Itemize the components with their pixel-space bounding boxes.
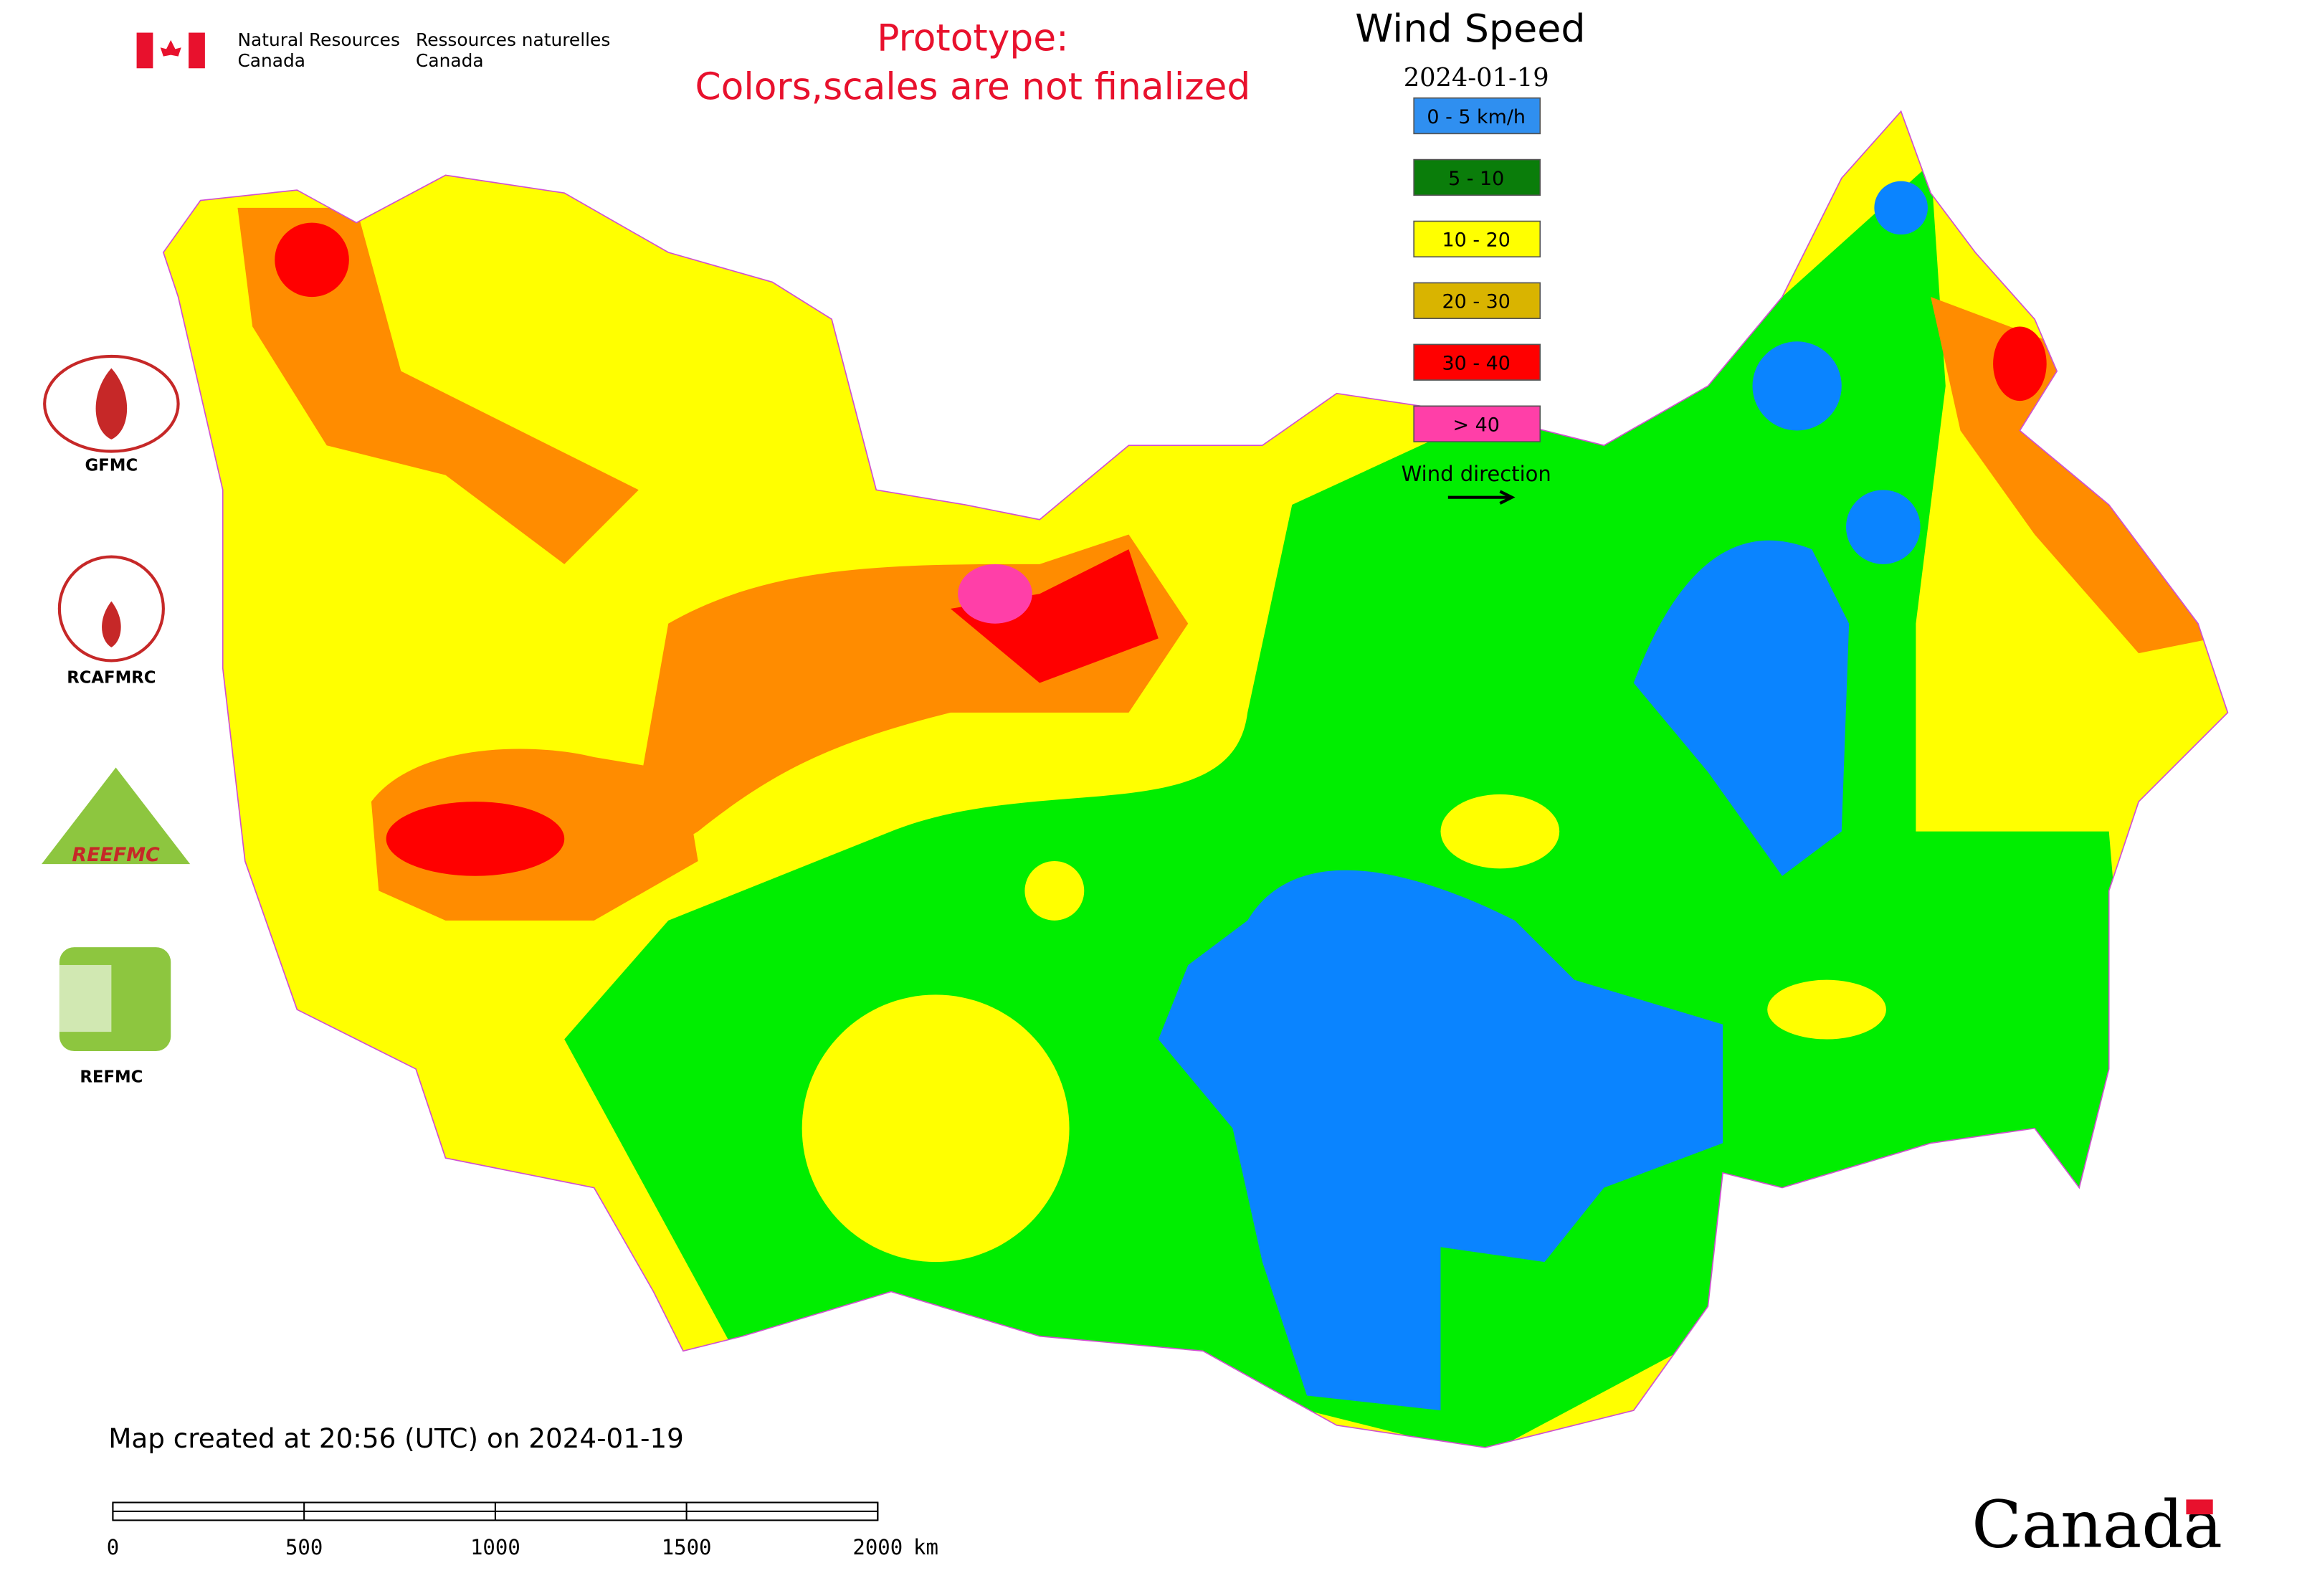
map-region <box>1752 341 1842 431</box>
map-region <box>237 207 639 564</box>
rcafmrc-flame <box>102 601 121 647</box>
legend-label: 0 - 5 km/h <box>1427 106 1526 128</box>
canada-flag <box>136 32 205 69</box>
legend-swatch <box>1413 405 1541 442</box>
map-region <box>386 802 565 876</box>
map-region <box>802 994 1070 1263</box>
notice: Prototype: <box>877 16 1068 60</box>
logo-label: REFMC <box>80 1068 143 1087</box>
scale-label: 0 <box>107 1535 119 1559</box>
legend-swatch <box>1413 220 1541 258</box>
map-region <box>1846 490 1921 564</box>
map-region <box>1633 540 1850 876</box>
legend-swatch <box>1413 158 1541 196</box>
created-note: Map created at 20:56 (UTC) on 2024-01-19 <box>108 1422 684 1454</box>
notice: Colors,scales are not finalized <box>695 66 1251 109</box>
boundary <box>162 110 2229 1448</box>
gfmc-flame <box>95 368 128 440</box>
scale-label: 1000 <box>470 1535 520 1559</box>
legend-label: 30 - 40 <box>1442 353 1511 375</box>
legend-swatch <box>1413 97 1541 135</box>
map-region <box>1993 326 2047 402</box>
department-fr: Ressources naturelles <box>416 29 610 50</box>
wind-direction-label: Wind direction <box>1402 462 1551 486</box>
legend: 0 - 5 km/h 5 - 10 10 - 20 20 - 30 30 - 40 > 4… <box>1413 97 1541 442</box>
map-region <box>160 39 181 57</box>
map-region <box>1024 861 1085 921</box>
wind-map <box>163 111 2228 1448</box>
department-en: Canada <box>237 50 305 71</box>
logo-label: REEFMC <box>72 844 160 866</box>
gfmc-logo <box>43 354 180 453</box>
map-date: 2024-01-19 <box>1404 63 1549 92</box>
scale-bar: 0 500 1000 1500 2000 km <box>107 1501 938 1559</box>
map-region <box>1767 979 1886 1040</box>
map-region <box>950 549 1159 683</box>
department-en: Natural Resources <box>237 29 399 50</box>
scale-label: 1500 <box>662 1535 712 1559</box>
scale-label: 2000 <box>852 1535 903 1559</box>
map-title: Wind Speed <box>1355 6 1585 51</box>
scale-unit: km <box>913 1535 938 1559</box>
map-region <box>1874 181 1928 235</box>
logo-label: RCAFMRC <box>67 669 156 688</box>
canada-wordmark: Canada <box>1972 1487 2222 1563</box>
wordmark-flag <box>2186 1499 2213 1515</box>
legend-label: 20 - 30 <box>1442 291 1511 313</box>
logo-label: GFMC <box>85 456 138 475</box>
map-region <box>1158 870 1723 1411</box>
wind-arrow <box>1447 490 1516 505</box>
legend-swatch <box>1413 282 1541 319</box>
map-region <box>1617 280 1621 284</box>
scale-label: 500 <box>285 1535 323 1559</box>
map-region <box>189 32 205 69</box>
legend-swatch <box>1413 343 1541 381</box>
legend-label: 5 - 10 <box>1448 168 1504 190</box>
legend-label: 10 - 20 <box>1442 229 1511 252</box>
refmc-stripes <box>59 964 112 1032</box>
map-region <box>1440 794 1560 869</box>
map-region <box>958 564 1032 624</box>
map-region <box>275 222 349 298</box>
reefmc-logo <box>42 767 191 865</box>
department-fr: Canada <box>416 50 484 71</box>
map-region <box>136 32 153 69</box>
legend-label: > 40 <box>1453 414 1500 437</box>
